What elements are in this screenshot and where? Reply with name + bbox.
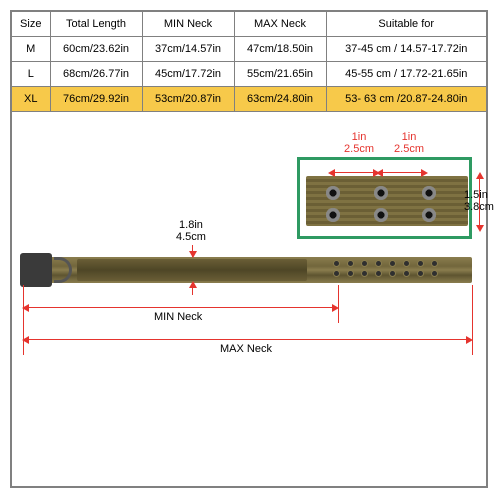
grommet [432, 271, 437, 276]
width-in: 1.8in [179, 219, 203, 231]
collar-diagram: 1in 2.5cm 1in 2.5cm 1.5in 3.8cm [12, 157, 486, 487]
col-min: MIN Neck [142, 12, 234, 37]
cell-total: 76cm/29.92in [50, 87, 142, 112]
arrow-icon [189, 281, 197, 288]
width-cm: 4.5cm [176, 231, 206, 243]
arrow-icon [476, 225, 484, 232]
spacing-cm: 2.5cm [344, 143, 374, 155]
grommet [404, 271, 409, 276]
cell-max: 63cm/24.80in [234, 87, 326, 112]
product-size-card: Size Total Length MIN Neck MAX Neck Suit… [10, 10, 488, 488]
inset-grommet [374, 186, 388, 200]
cell-size: M [12, 37, 50, 62]
cell-min: 45cm/17.72in [142, 62, 234, 87]
dim-line [333, 172, 375, 173]
cell-min: 37cm/14.57in [142, 37, 234, 62]
grommet [334, 261, 339, 266]
tick [472, 285, 473, 355]
height-cm: 3.8cm [464, 201, 494, 213]
strap-width: 1.8in 4.5cm [176, 219, 206, 243]
cell-suit: 37-45 cm / 14.57-17.72in [326, 37, 486, 62]
table-header-row: Size Total Length MIN Neck MAX Neck Suit… [12, 12, 486, 37]
max-neck-label: MAX Neck [220, 343, 272, 355]
size-table: Size Total Length MIN Neck MAX Neck Suit… [12, 12, 486, 112]
arrow-icon [476, 172, 484, 179]
grommet [348, 271, 353, 276]
cell-suit: 45-55 cm / 17.72-21.65in [326, 62, 486, 87]
inset-grommet [422, 208, 436, 222]
inset-grommet [326, 208, 340, 222]
inset-detail [297, 157, 472, 239]
col-max: MAX Neck [234, 12, 326, 37]
grommet [348, 261, 353, 266]
max-neck-line [28, 339, 468, 340]
grommet-row [334, 271, 437, 276]
spacing-cm: 2.5cm [394, 143, 424, 155]
col-size: Size [12, 12, 50, 37]
inset-grommet [422, 186, 436, 200]
grommet-row [334, 261, 437, 266]
min-neck-label: MIN Neck [154, 311, 202, 323]
grommet [376, 271, 381, 276]
arrow-icon [421, 169, 428, 177]
inset-spacing-1: 1in 2.5cm [344, 131, 374, 155]
table-row: L68cm/26.77in45cm/17.72in55cm/21.65in45-… [12, 62, 486, 87]
strap-velcro [77, 259, 307, 281]
grommet [418, 261, 423, 266]
col-suit: Suitable for [326, 12, 486, 37]
grommet [376, 261, 381, 266]
inset-grommet [374, 208, 388, 222]
cell-size: XL [12, 87, 50, 112]
grommet [432, 261, 437, 266]
cell-max: 47cm/18.50in [234, 37, 326, 62]
grommet [404, 261, 409, 266]
grommet [418, 271, 423, 276]
arrow-icon [376, 169, 383, 177]
tick [23, 285, 24, 355]
inset-spacing-2: 1in 2.5cm [394, 131, 424, 155]
spacing-in: 1in [352, 131, 367, 143]
grommet [390, 271, 395, 276]
cell-suit: 53- 63 cm /20.87-24.80in [326, 87, 486, 112]
inset-height: 1.5in 3.8cm [464, 189, 500, 213]
min-neck-line [28, 307, 334, 308]
table-body: M60cm/23.62in37cm/14.57in47cm/18.50in37-… [12, 37, 486, 112]
col-total: Total Length [50, 12, 142, 37]
grommet [334, 271, 339, 276]
cell-max: 55cm/21.65in [234, 62, 326, 87]
table-row: M60cm/23.62in37cm/14.57in47cm/18.50in37-… [12, 37, 486, 62]
table-row: XL76cm/29.92in53cm/20.87in63cm/24.80in53… [12, 87, 486, 112]
arrow-icon [328, 169, 335, 177]
cell-size: L [12, 62, 50, 87]
inset-grommet [326, 186, 340, 200]
grommet [390, 261, 395, 266]
cell-min: 53cm/20.87in [142, 87, 234, 112]
height-in: 1.5in [464, 189, 488, 201]
arrow-icon [189, 251, 197, 258]
spacing-in: 1in [402, 131, 417, 143]
cell-total: 60cm/23.62in [50, 37, 142, 62]
dim-line [381, 172, 423, 173]
tick [338, 285, 339, 323]
grommet [362, 271, 367, 276]
buckle [20, 253, 52, 287]
grommet [362, 261, 367, 266]
cell-total: 68cm/26.77in [50, 62, 142, 87]
